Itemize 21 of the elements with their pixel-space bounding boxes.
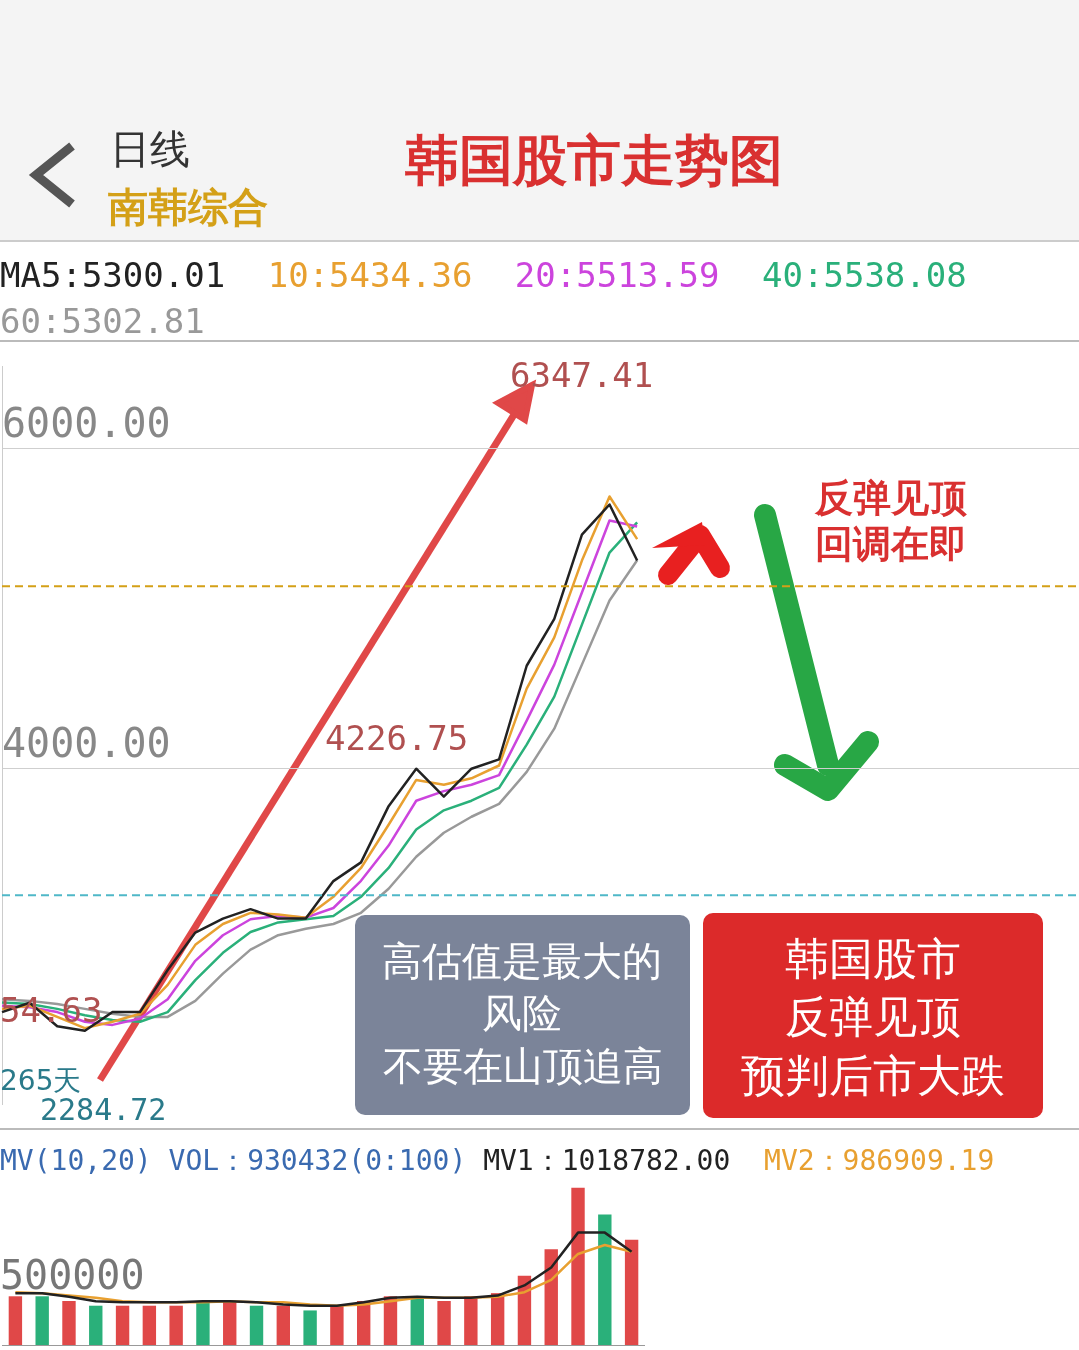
text: 20:5513.59 xyxy=(514,255,720,295)
annotation: 不要在山顶追高 xyxy=(381,1042,664,1091)
annotation: 韩国股市反弹见顶 xyxy=(784,932,962,1044)
annotation: 500000 xyxy=(0,1252,145,1298)
y-tick-label: 6000.00 xyxy=(2,399,171,446)
text: 10:5434.36 xyxy=(267,255,473,295)
annotation: 4226.75 xyxy=(325,718,469,758)
annotation: 预判后市大跌 xyxy=(740,1049,1006,1103)
annotation: 反弹见顶回调在即 xyxy=(815,475,968,567)
chart-subtitle: 南韩综合 xyxy=(108,183,268,232)
text: 60:5302.81 xyxy=(0,301,205,341)
text: MA5:5300.01 xyxy=(0,255,226,295)
y-tick-label: 4000.00 xyxy=(2,720,171,767)
chart-title: 韩国股市走势图 xyxy=(405,128,783,194)
text: MV1：1018782.00 xyxy=(483,1144,732,1177)
text: MV(10,20) VOL：930432(0:100) xyxy=(0,1144,468,1177)
annotation: 6347.41 xyxy=(510,355,654,395)
annotation: 高估值是最大的风险 xyxy=(381,937,663,1038)
text: MV2：986909.19 xyxy=(764,1144,996,1177)
text: 40:5538.08 xyxy=(762,255,967,295)
text: 日线 xyxy=(110,125,190,174)
